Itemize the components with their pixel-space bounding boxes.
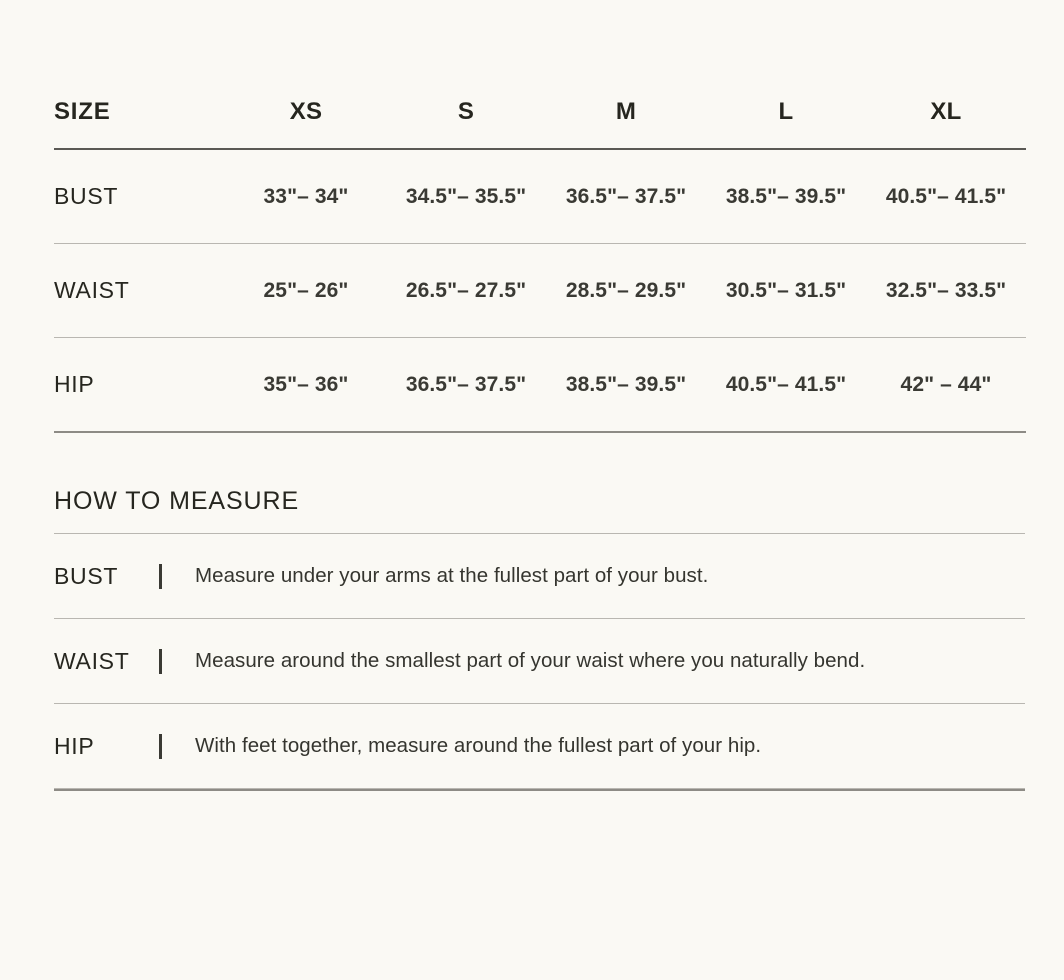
cell-waist-s: 26.5"– 27.5" [405,278,527,302]
row-label-hip: HIP [54,371,95,397]
row-label-waist: WAIST [54,277,130,303]
table-row: HIP 35"– 36" 36.5"– 37.5" 38.5"– 39.5" 4… [54,338,1026,432]
how-to-measure-bottom-rule [54,789,1025,791]
vertical-bar-separator-icon [159,733,195,759]
measure-description-bust: Measure under your arms at the fullest p… [195,564,709,588]
measure-label-hip: HIP [54,732,95,759]
measure-label-waist: WAIST [54,647,130,674]
how-to-measure-title: HOW TO MEASURE [54,487,300,515]
column-header-m: M [615,98,637,125]
list-item: HIP With feet together, measure around t… [54,704,1025,789]
cell-hip-xl: 42" – 44" [900,372,992,396]
cell-hip-l: 40.5"– 41.5" [725,372,847,396]
cell-hip-xs: 35"– 36" [263,372,349,396]
cell-hip-s: 36.5"– 37.5" [405,372,527,396]
column-header-size: SIZE [54,98,111,125]
cell-bust-s: 34.5"– 35.5" [405,184,527,208]
size-chart-header-row: SIZE XS S M L XL [54,88,1026,149]
measure-label-bust: BUST [54,562,119,589]
cell-bust-xl: 40.5"– 41.5" [885,184,1007,208]
cell-bust-m: 36.5"– 37.5" [565,184,687,208]
list-item: WAIST Measure around the smallest part o… [54,619,1025,704]
measure-description-hip: With feet together, measure around the f… [195,734,762,758]
column-header-xl: XL [930,98,962,125]
table-row: BUST 33"– 34" 34.5"– 35.5" 36.5"– 37.5" … [54,149,1026,244]
size-chart-body: BUST 33"– 34" 34.5"– 35.5" 36.5"– 37.5" … [54,149,1026,432]
cell-waist-xs: 25"– 26" [263,278,349,302]
list-item: BUST Measure under your arms at the full… [54,534,1025,619]
vertical-bar-separator-icon [159,648,195,674]
column-header-l: L [778,98,794,125]
column-header-xs: XS [289,98,323,125]
cell-waist-xl: 32.5"– 33.5" [885,278,1007,302]
cell-bust-xs: 33"– 34" [263,184,349,208]
table-row: WAIST 25"– 26" 26.5"– 27.5" 28.5"– 29.5"… [54,244,1026,338]
measure-description-waist: Measure around the smallest part of your… [195,649,866,673]
size-chart-table: SIZE XS S M L XL BUST 33"– 34" 34.5"– 35… [54,88,1026,433]
how-to-measure-section: HOW TO MEASURE BUST Measure under your a… [54,487,1025,791]
how-to-measure-top-rule [54,533,1025,534]
cell-bust-l: 38.5"– 39.5" [725,184,847,208]
vertical-bar-separator-icon [159,563,195,589]
cell-hip-m: 38.5"– 39.5" [565,372,687,396]
cell-waist-l: 30.5"– 31.5" [725,278,847,302]
column-header-s: S [457,98,475,125]
size-chart-header: SIZE XS S M L XL [54,88,1026,149]
cell-waist-m: 28.5"– 29.5" [565,278,687,302]
row-label-bust: BUST [54,183,119,209]
